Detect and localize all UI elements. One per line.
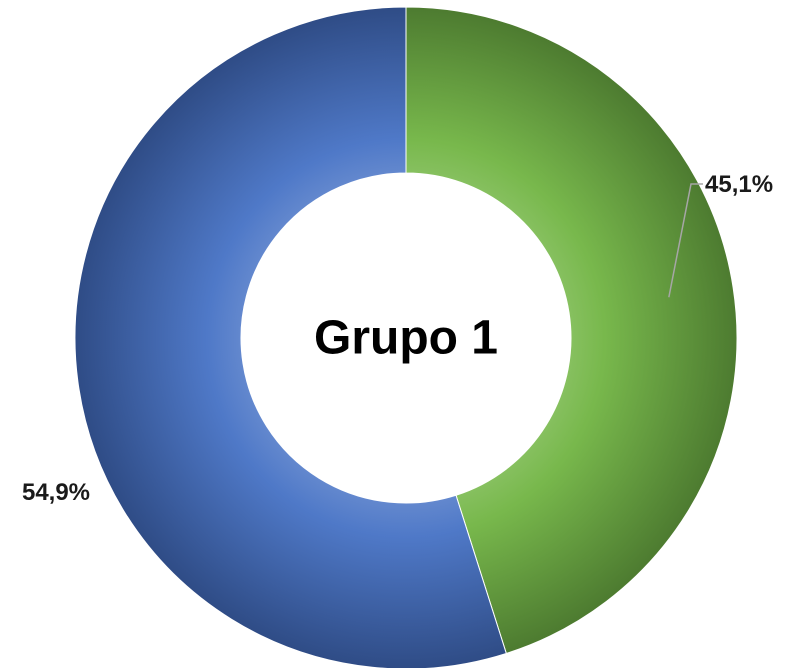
leader-line-1 xyxy=(668,183,703,298)
slice-label-2: 54,9% xyxy=(22,479,90,506)
donut-center-label: Grupo 1 xyxy=(314,312,498,365)
slice-label-1: 45,1% xyxy=(705,171,773,198)
donut-slice-1 xyxy=(405,6,738,655)
donut-slice-2 xyxy=(74,6,507,668)
